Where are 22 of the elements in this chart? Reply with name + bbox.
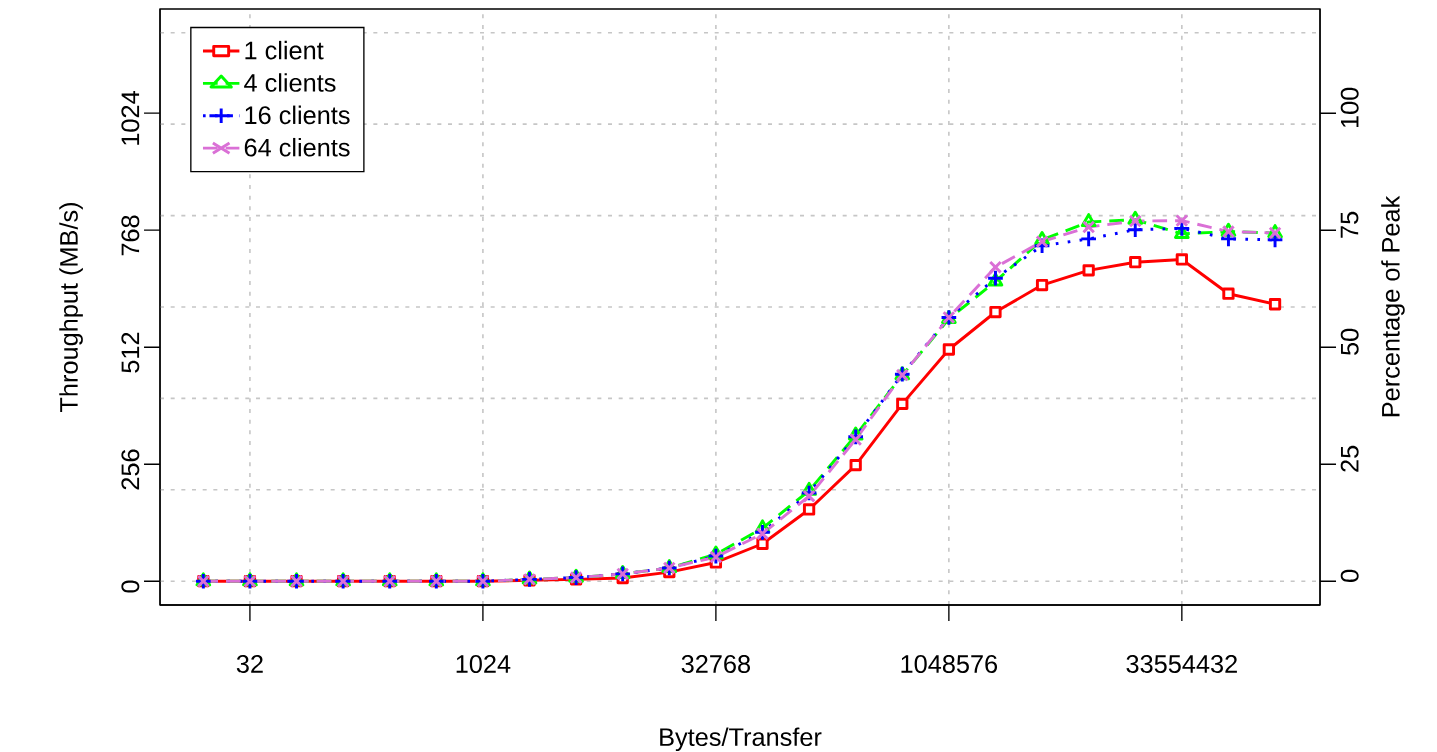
legend-label: 16 clients	[245, 105, 350, 125]
y2-tick-label: 50	[1340, 328, 1359, 355]
legend-label: 1 client	[245, 40, 324, 60]
y-tick-label: 1024	[121, 91, 140, 145]
x-tick-label: 32	[236, 655, 263, 673]
y-axis-title: Throughput (MB/s)	[59, 203, 83, 413]
x-tick-label: 33554432	[1126, 655, 1237, 673]
legend-label: 4 clients	[244, 73, 336, 92]
y-tick-label: 768	[121, 215, 140, 256]
y-tick-label: 0	[121, 580, 140, 593]
legend-label: 64 clients	[244, 137, 350, 157]
y2-tick-label: 0	[1340, 569, 1359, 582]
y-tick-label: 512	[121, 332, 140, 373]
y2-tick-label: 75	[1340, 211, 1359, 238]
y2-axis-title: Percentage of Peak	[1381, 195, 1405, 417]
x-tick-label: 1048576	[901, 655, 998, 673]
x-tick-label: 1024	[456, 655, 511, 673]
y2-tick-label: 25	[1340, 445, 1359, 472]
y-tick-label: 256	[121, 449, 140, 490]
x-tick-label: 32768	[681, 655, 750, 673]
y2-tick-label: 100	[1340, 87, 1359, 128]
x-axis-title: Bytes/Transfer	[660, 727, 822, 752]
